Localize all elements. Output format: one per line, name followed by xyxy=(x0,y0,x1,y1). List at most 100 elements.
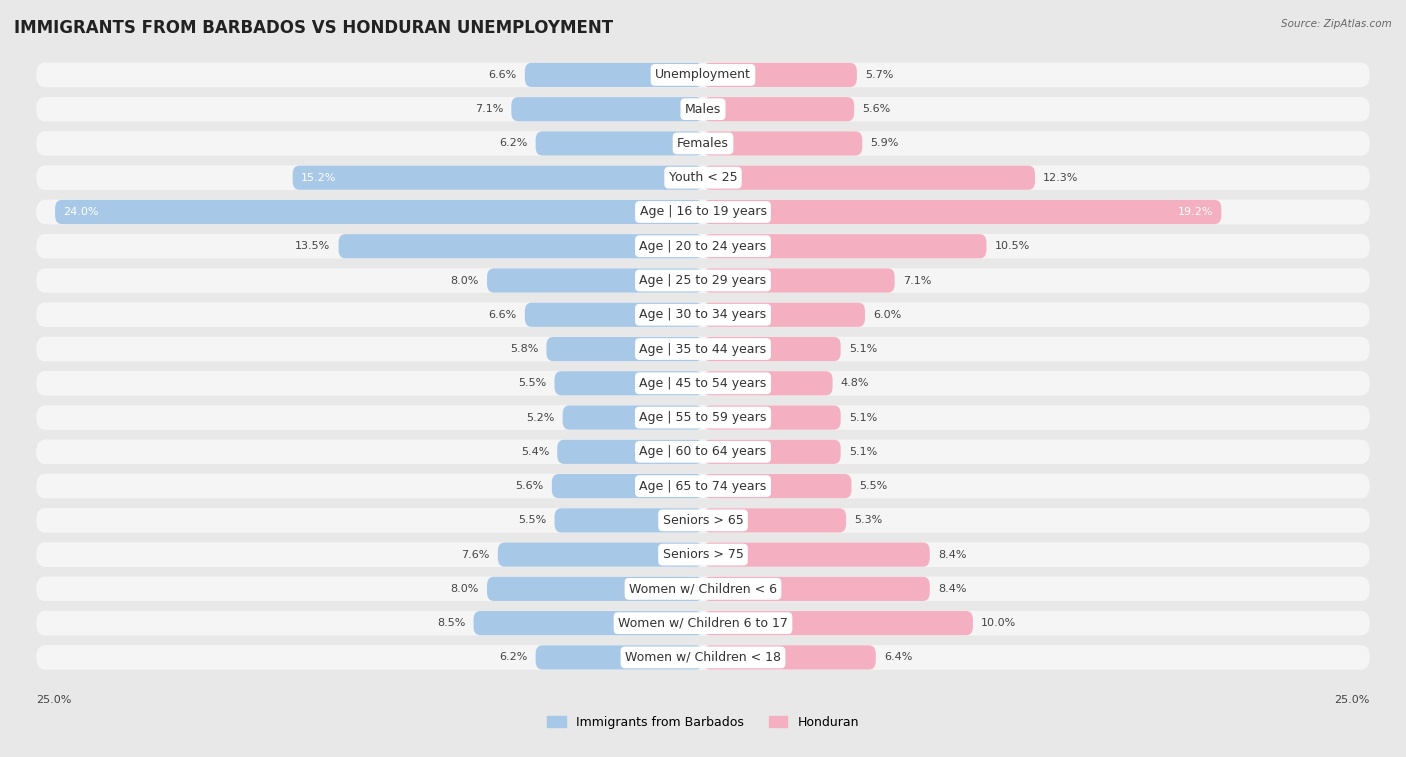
Text: 15.2%: 15.2% xyxy=(301,173,336,182)
Text: 19.2%: 19.2% xyxy=(1178,207,1213,217)
Text: 5.1%: 5.1% xyxy=(849,447,877,456)
FancyBboxPatch shape xyxy=(37,234,1369,259)
FancyBboxPatch shape xyxy=(524,303,703,327)
FancyBboxPatch shape xyxy=(551,474,703,498)
FancyBboxPatch shape xyxy=(37,97,1369,122)
FancyBboxPatch shape xyxy=(37,542,1369,567)
Text: 5.3%: 5.3% xyxy=(855,516,883,525)
FancyBboxPatch shape xyxy=(703,645,876,669)
Text: Age | 16 to 19 years: Age | 16 to 19 years xyxy=(640,205,766,219)
FancyBboxPatch shape xyxy=(554,371,703,395)
Text: 4.8%: 4.8% xyxy=(841,378,869,388)
FancyBboxPatch shape xyxy=(486,269,703,293)
FancyBboxPatch shape xyxy=(703,303,865,327)
Text: 5.1%: 5.1% xyxy=(849,413,877,422)
FancyBboxPatch shape xyxy=(703,97,855,121)
Text: Age | 25 to 29 years: Age | 25 to 29 years xyxy=(640,274,766,287)
FancyBboxPatch shape xyxy=(703,474,852,498)
Text: Females: Females xyxy=(678,137,728,150)
FancyBboxPatch shape xyxy=(703,166,1035,190)
FancyBboxPatch shape xyxy=(703,371,832,395)
Text: 5.5%: 5.5% xyxy=(859,481,887,491)
Text: 8.0%: 8.0% xyxy=(450,584,479,594)
FancyBboxPatch shape xyxy=(37,337,1369,361)
Text: 5.5%: 5.5% xyxy=(519,516,547,525)
Text: 6.0%: 6.0% xyxy=(873,310,901,319)
FancyBboxPatch shape xyxy=(512,97,703,121)
Text: 10.0%: 10.0% xyxy=(981,618,1017,628)
FancyBboxPatch shape xyxy=(37,645,1369,670)
FancyBboxPatch shape xyxy=(37,131,1369,156)
FancyBboxPatch shape xyxy=(37,303,1369,327)
Text: 25.0%: 25.0% xyxy=(1334,695,1369,705)
Text: Age | 30 to 34 years: Age | 30 to 34 years xyxy=(640,308,766,321)
FancyBboxPatch shape xyxy=(703,543,929,567)
Text: Males: Males xyxy=(685,103,721,116)
FancyBboxPatch shape xyxy=(703,132,862,155)
FancyBboxPatch shape xyxy=(557,440,703,464)
Text: Age | 65 to 74 years: Age | 65 to 74 years xyxy=(640,480,766,493)
Text: 5.5%: 5.5% xyxy=(519,378,547,388)
Text: Women w/ Children 6 to 17: Women w/ Children 6 to 17 xyxy=(619,617,787,630)
Text: Youth < 25: Youth < 25 xyxy=(669,171,737,184)
FancyBboxPatch shape xyxy=(37,268,1369,293)
FancyBboxPatch shape xyxy=(37,577,1369,601)
FancyBboxPatch shape xyxy=(536,645,703,669)
Text: 5.2%: 5.2% xyxy=(526,413,554,422)
Text: Seniors > 65: Seniors > 65 xyxy=(662,514,744,527)
Text: 5.1%: 5.1% xyxy=(849,344,877,354)
Text: 5.6%: 5.6% xyxy=(516,481,544,491)
Text: 25.0%: 25.0% xyxy=(37,695,72,705)
Text: Age | 20 to 24 years: Age | 20 to 24 years xyxy=(640,240,766,253)
FancyBboxPatch shape xyxy=(292,166,703,190)
Text: Age | 45 to 54 years: Age | 45 to 54 years xyxy=(640,377,766,390)
Text: Unemployment: Unemployment xyxy=(655,68,751,82)
FancyBboxPatch shape xyxy=(55,200,703,224)
Text: 8.0%: 8.0% xyxy=(450,276,479,285)
Text: Age | 60 to 64 years: Age | 60 to 64 years xyxy=(640,445,766,458)
FancyBboxPatch shape xyxy=(524,63,703,87)
Text: Seniors > 75: Seniors > 75 xyxy=(662,548,744,561)
FancyBboxPatch shape xyxy=(703,406,841,430)
Text: 5.6%: 5.6% xyxy=(862,104,890,114)
FancyBboxPatch shape xyxy=(703,508,846,532)
Text: 10.5%: 10.5% xyxy=(994,241,1029,251)
FancyBboxPatch shape xyxy=(703,234,987,258)
Text: 5.7%: 5.7% xyxy=(865,70,893,80)
Text: 7.1%: 7.1% xyxy=(903,276,931,285)
Text: Women w/ Children < 6: Women w/ Children < 6 xyxy=(628,582,778,596)
Text: 8.5%: 8.5% xyxy=(437,618,465,628)
Text: 5.4%: 5.4% xyxy=(520,447,550,456)
Legend: Immigrants from Barbados, Honduran: Immigrants from Barbados, Honduran xyxy=(543,711,863,734)
FancyBboxPatch shape xyxy=(37,405,1369,430)
FancyBboxPatch shape xyxy=(474,611,703,635)
FancyBboxPatch shape xyxy=(37,165,1369,190)
FancyBboxPatch shape xyxy=(703,200,1222,224)
FancyBboxPatch shape xyxy=(703,337,841,361)
FancyBboxPatch shape xyxy=(703,269,894,293)
FancyBboxPatch shape xyxy=(339,234,703,258)
FancyBboxPatch shape xyxy=(703,577,929,601)
Text: 5.9%: 5.9% xyxy=(870,139,898,148)
Text: 6.4%: 6.4% xyxy=(884,653,912,662)
Text: IMMIGRANTS FROM BARBADOS VS HONDURAN UNEMPLOYMENT: IMMIGRANTS FROM BARBADOS VS HONDURAN UNE… xyxy=(14,19,613,37)
Text: 6.6%: 6.6% xyxy=(488,70,517,80)
FancyBboxPatch shape xyxy=(37,508,1369,533)
FancyBboxPatch shape xyxy=(37,371,1369,396)
FancyBboxPatch shape xyxy=(703,611,973,635)
Text: 13.5%: 13.5% xyxy=(295,241,330,251)
Text: 8.4%: 8.4% xyxy=(938,550,966,559)
FancyBboxPatch shape xyxy=(547,337,703,361)
FancyBboxPatch shape xyxy=(37,440,1369,464)
Text: 6.2%: 6.2% xyxy=(499,653,527,662)
Text: Source: ZipAtlas.com: Source: ZipAtlas.com xyxy=(1281,19,1392,29)
Text: 5.8%: 5.8% xyxy=(510,344,538,354)
Text: Age | 55 to 59 years: Age | 55 to 59 years xyxy=(640,411,766,424)
Text: 24.0%: 24.0% xyxy=(63,207,98,217)
Text: 7.6%: 7.6% xyxy=(461,550,489,559)
Text: Age | 35 to 44 years: Age | 35 to 44 years xyxy=(640,342,766,356)
FancyBboxPatch shape xyxy=(703,63,856,87)
FancyBboxPatch shape xyxy=(486,577,703,601)
FancyBboxPatch shape xyxy=(536,132,703,155)
FancyBboxPatch shape xyxy=(703,440,841,464)
